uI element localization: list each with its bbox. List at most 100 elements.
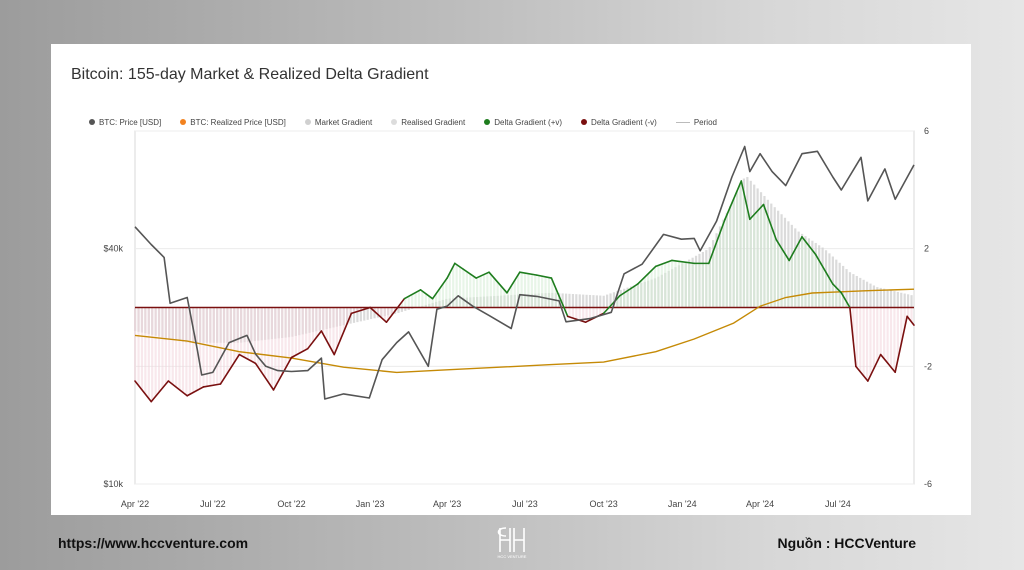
delta-gradient-bar: [482, 274, 486, 308]
delta-gradient-bar: [387, 307, 390, 320]
delta-gradient-bar: [671, 260, 674, 308]
legend-item[interactable]: Realised Gradient: [391, 118, 465, 127]
delta-gradient-bar: [479, 276, 482, 308]
market-gradient-bar: [602, 295, 605, 308]
market-gradient-bar: [571, 293, 575, 308]
delta-gradient-bar: [240, 307, 243, 356]
delta-gradient-bar: [428, 296, 431, 308]
delta-gradient-bar: [831, 283, 834, 308]
delta-gradient-bar: [811, 250, 814, 308]
delta-gradient-segment: [724, 180, 743, 221]
delta-gradient-bar: [698, 263, 701, 308]
delta-gradient-bar: [489, 274, 492, 308]
delta-gradient-segment: [654, 259, 673, 268]
chart-plot: 6 2 -2 -6 $40k $10k Apr '22 Jul '22 Oct '22 Jan '…: [103, 126, 932, 509]
market-gradient-bar: [831, 256, 834, 308]
delta-gradient-bar: [626, 290, 629, 308]
delta-gradient-bar: [842, 295, 845, 308]
delta-gradient-bar: [602, 307, 605, 314]
legend-item[interactable]: Delta Gradient (-v): [581, 118, 657, 127]
delta-gradient-bar: [520, 272, 523, 308]
delta-gradient-bar: [209, 307, 212, 386]
delta-gradient-bar: [616, 298, 619, 308]
delta-gradient-bar: [178, 307, 181, 390]
delta-gradient-bar: [445, 279, 448, 308]
delta-gradient-segment: [855, 365, 869, 382]
delta-gradient-bar: [414, 292, 417, 308]
chart-title: Bitcoin: 155-day Market & Realized Delta…: [71, 66, 429, 83]
delta-gradient-bar: [643, 277, 646, 308]
delta-gradient-bar: [647, 273, 650, 308]
market-gradient-bar: [575, 294, 578, 308]
delta-gradient-bar: [766, 216, 769, 308]
y-right-tick-label: -6: [924, 479, 932, 489]
delta-gradient-bar: [205, 307, 209, 387]
delta-gradient-bar: [657, 265, 660, 308]
market-gradient-bar: [896, 291, 899, 308]
delta-gradient-bar: [523, 273, 527, 308]
delta-gradient-segment: [290, 347, 309, 359]
delta-gradient-bar: [517, 274, 520, 308]
delta-gradient-segment: [619, 283, 639, 297]
market-gradient-bar: [879, 287, 882, 308]
y-right-tick-label: 6: [924, 126, 929, 136]
delta-gradient-bar: [712, 251, 715, 308]
delta-gradient-segment: [454, 262, 465, 271]
market-gradient-bar: [400, 307, 403, 312]
legend-swatch: [675, 121, 690, 123]
legend-item[interactable]: Market Gradient: [304, 117, 373, 127]
market-gradient-bar: [842, 265, 845, 308]
market-gradient-bar: [407, 307, 410, 310]
market-gradient-bar: [869, 283, 872, 308]
delta-gradient-segment: [536, 274, 553, 279]
legend-item[interactable]: BTC: Price [USD]: [89, 118, 161, 127]
market-gradient-bar: [561, 293, 564, 308]
delta-gradient-bar: [144, 307, 147, 395]
delta-gradient-bar: [705, 263, 708, 308]
delta-gradient-segment: [333, 312, 353, 356]
delta-gradient-bar: [486, 272, 489, 308]
delta-gradient-bar: [900, 307, 903, 345]
legend-label: Period: [693, 117, 717, 127]
market-gradient-bar: [359, 307, 362, 322]
market-gradient-bar: [397, 307, 400, 313]
delta-gradient-bar: [229, 307, 232, 368]
delta-gradient-bar: [859, 307, 862, 372]
delta-gradient-segment: [350, 306, 371, 315]
legend-item[interactable]: Delta Gradient (+v): [484, 118, 562, 127]
delta-gradient-segment: [167, 380, 188, 397]
delta-gradient-bar: [263, 307, 267, 378]
market-gradient-bar: [835, 259, 838, 308]
delta-gradient-bar: [185, 307, 188, 396]
delta-gradient-bar: [192, 307, 195, 393]
delta-gradient-bar: [222, 307, 226, 379]
legend-item[interactable]: BTC: Realized Price [USD]: [180, 118, 286, 127]
legend-item[interactable]: Period: [675, 117, 717, 127]
delta-gradient-bar: [458, 266, 462, 308]
delta-gradient-bar: [318, 307, 321, 334]
delta-gradient-bar: [407, 296, 410, 308]
delta-gradient-bar: [328, 307, 332, 347]
delta-gradient-bar: [585, 307, 588, 322]
delta-gradient-bar: [441, 284, 445, 308]
delta-gradient-bar: [421, 291, 424, 308]
y-left-tick-label: $40k: [103, 244, 123, 254]
delta-gradient-segment: [840, 291, 851, 309]
delta-gradient-segment: [431, 277, 448, 300]
legend-label: Market Gradient: [314, 117, 373, 127]
delta-gradient-bar: [889, 307, 893, 368]
delta-gradient-bar: [732, 199, 735, 308]
delta-gradient-bar: [564, 307, 568, 313]
delta-gradient-bar: [537, 275, 540, 308]
delta-gradient-segment: [740, 180, 751, 221]
delta-gradient-bar: [879, 307, 882, 355]
footer-url[interactable]: https://www.hccventure.com: [58, 535, 249, 551]
delta-gradient-bar: [298, 307, 301, 354]
delta-gradient-bar: [777, 242, 780, 308]
market-gradient-bar: [578, 294, 581, 308]
delta-gradient-segment: [707, 218, 726, 265]
chart-card: Bitcoin: 155-day Market & Realized Delta…: [51, 44, 971, 515]
delta-gradient-bar: [794, 249, 797, 308]
delta-gradient-bar: [154, 307, 157, 397]
delta-gradient-bar: [472, 276, 475, 308]
